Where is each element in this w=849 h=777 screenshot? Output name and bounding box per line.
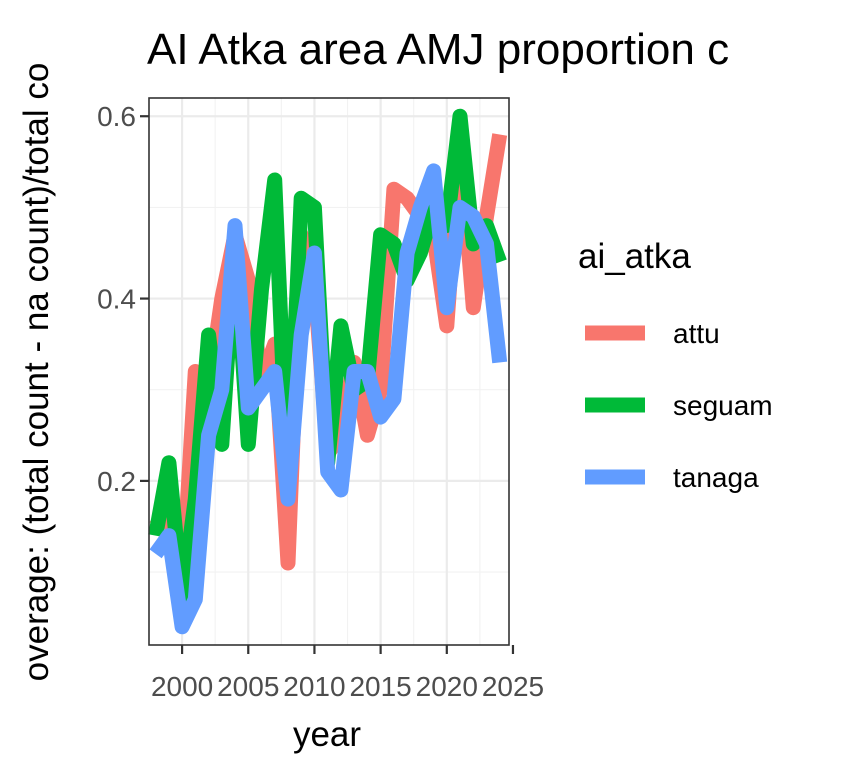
y-tick-label: 0.4 [97,284,136,315]
legend: ai_atka attu seguam tanaga [578,237,773,493]
x-axis-title: year [293,715,361,754]
legend-items: attu seguam tanaga [585,318,773,493]
legend-item-attu: attu [585,318,720,349]
x-tick-label: 2010 [283,671,345,702]
panel-border [148,97,510,646]
y-axis-title: overage: (total count - na count)/total … [17,63,56,682]
legend-title: ai_atka [578,237,691,276]
series-line-tanaga [149,163,508,635]
legend-label-tanaga: tanaga [673,462,759,493]
x-tick-label: 2015 [349,671,411,702]
legend-label-attu: attu [673,318,720,349]
legend-item-tanaga: tanaga [585,462,759,493]
legend-item-seguam: seguam [585,390,773,421]
legend-label-seguam: seguam [673,390,773,421]
y-tick-label: 0.2 [97,466,136,497]
axes: 2000 2005 2010 2015 2020 2025 0.2 0.4 0.6 [97,101,544,702]
x-tick-label: 2005 [217,671,279,702]
series-lines [148,108,508,635]
x-tick-label: 2025 [482,671,544,702]
x-tick-label: 2020 [416,671,478,702]
x-tick-label: 2000 [151,671,213,702]
y-tick-label: 0.6 [97,101,136,132]
chart-title: AI Atka area AMJ proportion c [147,25,729,74]
